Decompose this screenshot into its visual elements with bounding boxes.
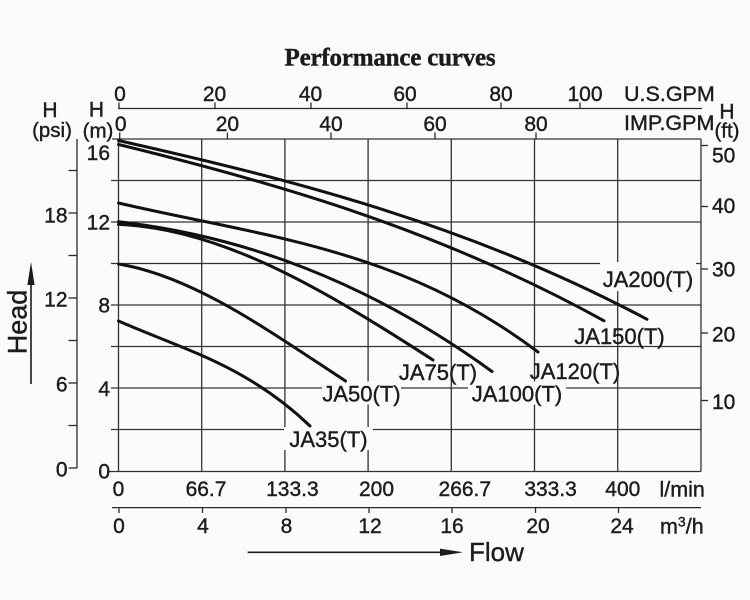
svg-text:12: 12 bbox=[358, 515, 381, 538]
svg-text:JA75(T): JA75(T) bbox=[399, 360, 477, 385]
svg-text:JA150(T): JA150(T) bbox=[574, 324, 664, 349]
svg-text:0: 0 bbox=[98, 461, 110, 484]
svg-text:(ft): (ft) bbox=[714, 119, 739, 142]
svg-text:80: 80 bbox=[489, 83, 512, 106]
svg-text:18: 18 bbox=[44, 204, 67, 227]
svg-text:20: 20 bbox=[216, 113, 239, 136]
svg-text:24: 24 bbox=[610, 515, 634, 538]
svg-text:4: 4 bbox=[98, 378, 110, 401]
svg-text:20: 20 bbox=[203, 83, 226, 106]
svg-text:JA100(T): JA100(T) bbox=[472, 382, 562, 407]
svg-text:16: 16 bbox=[87, 142, 110, 165]
svg-text:40: 40 bbox=[712, 195, 735, 218]
svg-text:H: H bbox=[719, 101, 734, 124]
svg-text:IMP.GPM: IMP.GPM bbox=[624, 111, 714, 135]
svg-text:0: 0 bbox=[113, 515, 125, 538]
svg-text:Flow: Flow bbox=[469, 537, 524, 567]
svg-text:0: 0 bbox=[113, 478, 125, 501]
svg-text:333.3: 333.3 bbox=[524, 478, 577, 501]
svg-text:4: 4 bbox=[197, 515, 209, 538]
svg-text:40: 40 bbox=[319, 113, 342, 136]
svg-text:H: H bbox=[89, 99, 104, 122]
svg-text:8: 8 bbox=[281, 515, 293, 538]
svg-text:JA200(T): JA200(T) bbox=[603, 267, 693, 292]
svg-text:400: 400 bbox=[605, 478, 640, 501]
svg-text:20: 20 bbox=[712, 324, 735, 347]
svg-text:80: 80 bbox=[524, 113, 547, 136]
svg-text:H: H bbox=[42, 99, 57, 122]
svg-text:60: 60 bbox=[393, 83, 416, 106]
svg-text:U.S.GPM: U.S.GPM bbox=[624, 82, 715, 106]
svg-text:l/min: l/min bbox=[660, 478, 705, 502]
svg-text:8: 8 bbox=[98, 295, 110, 318]
svg-text:(m): (m) bbox=[83, 120, 114, 143]
svg-text:16: 16 bbox=[440, 515, 463, 538]
svg-text:0: 0 bbox=[56, 459, 68, 482]
svg-text:20: 20 bbox=[526, 515, 549, 538]
svg-text:(psi): (psi) bbox=[32, 119, 72, 142]
svg-text:12: 12 bbox=[87, 212, 110, 235]
svg-text:10: 10 bbox=[712, 391, 735, 414]
svg-text:JA35(T): JA35(T) bbox=[289, 427, 367, 452]
svg-text:6: 6 bbox=[56, 374, 68, 397]
svg-text:0: 0 bbox=[114, 83, 126, 106]
svg-text:0: 0 bbox=[115, 113, 127, 136]
svg-text:12: 12 bbox=[44, 289, 67, 312]
svg-text:50: 50 bbox=[712, 145, 735, 168]
svg-text:Performance curves: Performance curves bbox=[285, 45, 496, 72]
svg-text:60: 60 bbox=[423, 113, 446, 136]
svg-text:30: 30 bbox=[712, 259, 735, 282]
svg-text:100: 100 bbox=[567, 83, 602, 106]
svg-text:66.7: 66.7 bbox=[186, 478, 227, 501]
svg-text:133.3: 133.3 bbox=[266, 478, 319, 501]
svg-text:Head: Head bbox=[3, 290, 33, 355]
svg-text:JA120(T): JA120(T) bbox=[530, 359, 620, 384]
svg-text:JA50(T): JA50(T) bbox=[322, 382, 400, 407]
svg-text:266.7: 266.7 bbox=[439, 478, 492, 501]
svg-text:200: 200 bbox=[359, 478, 394, 501]
svg-text:40: 40 bbox=[299, 83, 322, 106]
